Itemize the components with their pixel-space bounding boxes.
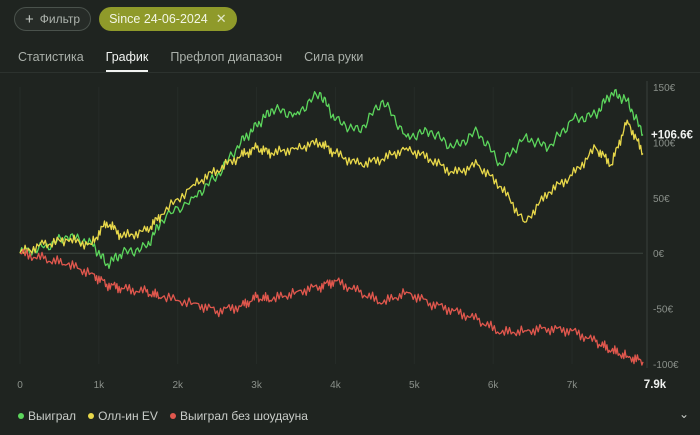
x-tick-label: 3k <box>251 380 263 391</box>
tab-bar: Статистика График Префлоп диапазон Сила … <box>18 50 363 72</box>
tab-preflop-range[interactable]: Префлоп диапазон <box>170 50 283 64</box>
x-tick-label: 7k <box>567 380 579 391</box>
y-tick-label: 0€ <box>653 249 665 260</box>
x-tick-label: 0 <box>17 380 23 391</box>
x-tick-label: 4k <box>330 380 342 391</box>
legend-dot-icon <box>169 413 176 419</box>
plus-icon: + <box>25 10 34 28</box>
y-tick-label: -100€ <box>653 360 679 371</box>
add-filter-button[interactable]: + Фильтр <box>14 7 92 31</box>
tab-statistics[interactable]: Статистика <box>18 50 84 64</box>
y-tick-label: 50€ <box>653 194 670 205</box>
series-line-0 <box>19 88 644 270</box>
filter-label: Фильтр <box>39 12 81 26</box>
tab-divider <box>0 72 700 73</box>
legend-label: Олл-ин EV <box>98 409 158 423</box>
y-tick-label: -50€ <box>653 305 673 316</box>
profit-chart[interactable]: 150€ 100€ 50€ 0€ -50€ -100€ 0 1k 2k 3k 4k 5k 6k 7k 7.9… <box>0 78 700 403</box>
x-tick-label: 2k <box>172 380 184 391</box>
x-tick-label: 6k <box>488 380 500 391</box>
y-tick-label: 150€ <box>653 83 676 94</box>
x-end-label: 7.9k <box>644 379 667 391</box>
date-filter-chip[interactable]: Since 24-06-2024 ✕ <box>99 7 237 31</box>
legend-item-won-no-showdown[interactable]: Выиграл без шоудауна <box>169 409 308 423</box>
close-icon[interactable]: ✕ <box>215 11 227 26</box>
legend-dot-icon <box>18 413 24 419</box>
x-tick-label: 5k <box>409 380 421 391</box>
series-line-1 <box>19 119 644 254</box>
series-line-2 <box>19 248 644 366</box>
tab-graph[interactable]: График <box>105 50 149 72</box>
x-tick-label: 1k <box>94 380 106 391</box>
legend-label: Выиграл без шоудауна <box>179 409 308 423</box>
end-value-label: +106.6€ <box>651 130 693 142</box>
legend-label: Выиграл <box>28 409 77 423</box>
y-tick-label: 100€ <box>653 138 676 149</box>
date-chip-label: Since 24-06-2024 <box>109 12 208 26</box>
legend-item-allin-ev[interactable]: Олл-ин EV <box>88 409 158 423</box>
legend-item-won[interactable]: Выиграл <box>18 409 76 423</box>
chart-legend: Выиграл Олл-ин EV Выиграл без шоудауна <box>18 409 308 423</box>
toolbar: + Фильтр Since 24-06-2024 ✕ <box>14 7 237 31</box>
tab-hand-strength[interactable]: Сила руки <box>304 50 364 64</box>
chevron-down-icon[interactable]: ⌄ <box>678 407 689 421</box>
legend-dot-icon <box>88 413 95 419</box>
